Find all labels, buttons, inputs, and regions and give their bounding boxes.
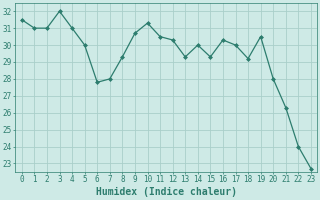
X-axis label: Humidex (Indice chaleur): Humidex (Indice chaleur): [96, 187, 237, 197]
